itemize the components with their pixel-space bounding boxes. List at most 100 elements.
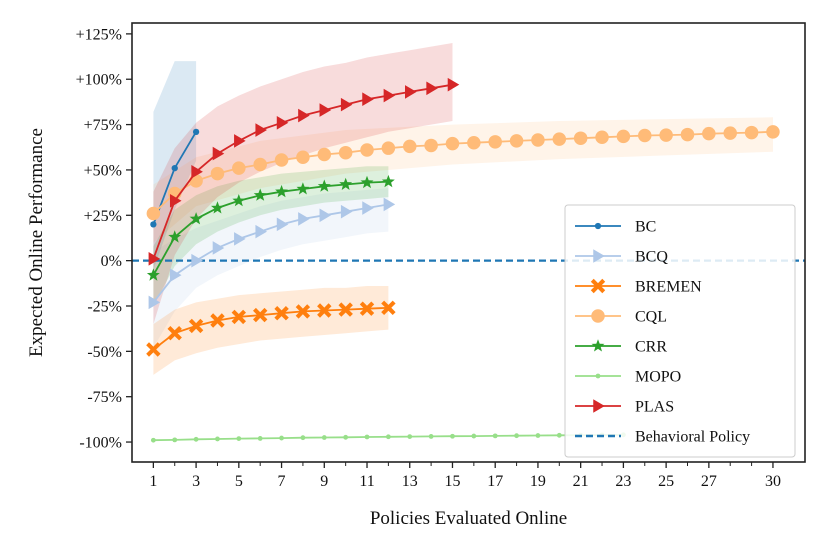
point-plas-13 <box>404 85 417 99</box>
point-mopo-9 <box>321 435 327 440</box>
point-bcq-8 <box>298 212 310 226</box>
point-cql-18 <box>509 134 524 148</box>
band-bremen <box>153 286 389 375</box>
series-mopo <box>150 432 626 443</box>
legend-marker-cql <box>591 309 605 323</box>
point-plas-11 <box>362 92 374 106</box>
point-crr-4 <box>211 201 224 214</box>
point-bcq-12 <box>383 197 396 212</box>
legend-marker-mopo <box>595 373 601 379</box>
y-tick-label-8: -75% <box>87 389 122 406</box>
y-tick-label-5: 0% <box>101 253 122 270</box>
x-tick-label-19: 19 <box>530 473 546 490</box>
point-bcq-7 <box>276 217 289 232</box>
y-tick-label-3: +50% <box>84 162 122 179</box>
point-cql-4 <box>210 166 225 181</box>
legend-item-crr: CRR <box>575 339 667 356</box>
point-crr-7 <box>275 184 288 198</box>
point-bc-1 <box>150 221 157 228</box>
point-cql-6 <box>253 157 267 172</box>
point-mopo-5 <box>236 436 242 441</box>
x-tick-label-13: 13 <box>402 473 418 490</box>
legend-item-behavioral-policy: Behavioral Policy <box>575 429 750 446</box>
point-mopo-8 <box>300 435 306 441</box>
point-cql-9 <box>317 147 332 162</box>
band-plas <box>153 43 453 325</box>
y-tick-label-6: -25% <box>87 298 122 315</box>
x-axis-ticks: 1 3 5 7 9 11 13 15 17 19 21 23 25 27 30 <box>149 462 781 490</box>
y-tick-label-0: +125% <box>76 26 122 43</box>
point-cql-23 <box>616 129 631 144</box>
y-tick-label-9: -100% <box>79 435 122 452</box>
series-bcq <box>148 197 396 310</box>
point-mopo-1 <box>150 437 156 443</box>
point-cql-30 <box>766 125 780 139</box>
point-bcq-9 <box>319 208 332 223</box>
point-cql-1 <box>146 206 161 221</box>
point-cql-11 <box>360 143 374 157</box>
point-mopo-11 <box>364 434 370 440</box>
point-bremen-6 <box>253 307 268 323</box>
point-bcq-1 <box>148 295 161 310</box>
point-crr-12 <box>381 174 395 188</box>
point-cql-26 <box>680 127 695 142</box>
point-cql-20 <box>552 132 567 146</box>
point-cql-28 <box>723 126 737 140</box>
point-mopo-2 <box>172 437 178 443</box>
x-tick-label-15: 15 <box>444 473 460 490</box>
x-axis-title: Policies Evaluated Online <box>370 508 567 529</box>
legend-label-bcq: BCQ <box>635 249 668 266</box>
point-plas-14 <box>426 81 438 96</box>
point-bcq-4 <box>212 241 225 255</box>
point-cql-27 <box>702 126 716 141</box>
point-mopo-10 <box>343 434 349 440</box>
point-cql-7 <box>274 153 289 167</box>
x-tick-label-9: 9 <box>320 473 328 490</box>
x-tick-label-25: 25 <box>658 473 674 490</box>
y-axis-ticks: +125% +100% +75% +50% +25% 0% -25% -50% -75% -100… <box>76 26 132 452</box>
point-bremen-5 <box>231 309 246 325</box>
point-mopo-14 <box>428 434 434 439</box>
x-tick-label-27: 27 <box>701 473 717 490</box>
x-tick-label-30: 30 <box>765 473 781 490</box>
legend-item-plas: PLAS <box>575 399 674 416</box>
point-plas-15 <box>447 77 460 92</box>
point-bc-3 <box>192 128 200 135</box>
legend-label-crr: CRR <box>635 339 667 356</box>
point-plas-3 <box>191 164 203 179</box>
point-mopo-12 <box>385 434 391 440</box>
point-mopo-4 <box>215 436 220 442</box>
legend-label-behavioral-policy: Behavioral Policy <box>635 429 750 446</box>
legend-marker-bcq <box>593 249 605 263</box>
point-mopo-19 <box>535 433 541 438</box>
point-cql-14 <box>424 138 438 153</box>
point-crr-3 <box>189 212 203 225</box>
series-plas <box>148 77 460 266</box>
confidence-bands <box>153 43 773 375</box>
point-mopo-7 <box>279 435 284 441</box>
x-tick-label-17: 17 <box>487 473 503 490</box>
y-axis-title: Expected Online Performance <box>26 128 47 357</box>
series-bremen <box>146 300 396 357</box>
legend-label-mopo: MOPO <box>635 369 681 386</box>
point-cql-17 <box>488 135 502 149</box>
legend-item-mopo: MOPO <box>575 369 681 386</box>
point-mopo-16 <box>471 433 477 439</box>
point-cql-8 <box>296 150 310 164</box>
point-bcq-11 <box>362 201 374 215</box>
point-crr-1 <box>146 268 160 281</box>
legend-item-bremen: BREMEN <box>575 279 702 296</box>
point-cql-19 <box>531 133 545 147</box>
point-bcq-10 <box>340 204 353 219</box>
x-tick-label-1: 1 <box>149 473 157 490</box>
point-plas-9 <box>319 103 332 117</box>
x-tick-label-5: 5 <box>235 473 243 490</box>
point-plas-12 <box>383 88 396 103</box>
point-cql-10 <box>338 145 353 160</box>
y-tick-label-2: +75% <box>84 117 122 134</box>
x-tick-label-21: 21 <box>573 473 589 490</box>
legend-label-plas: PLAS <box>635 399 674 416</box>
point-bremen-8 <box>295 304 311 319</box>
band-bcq <box>153 188 389 348</box>
